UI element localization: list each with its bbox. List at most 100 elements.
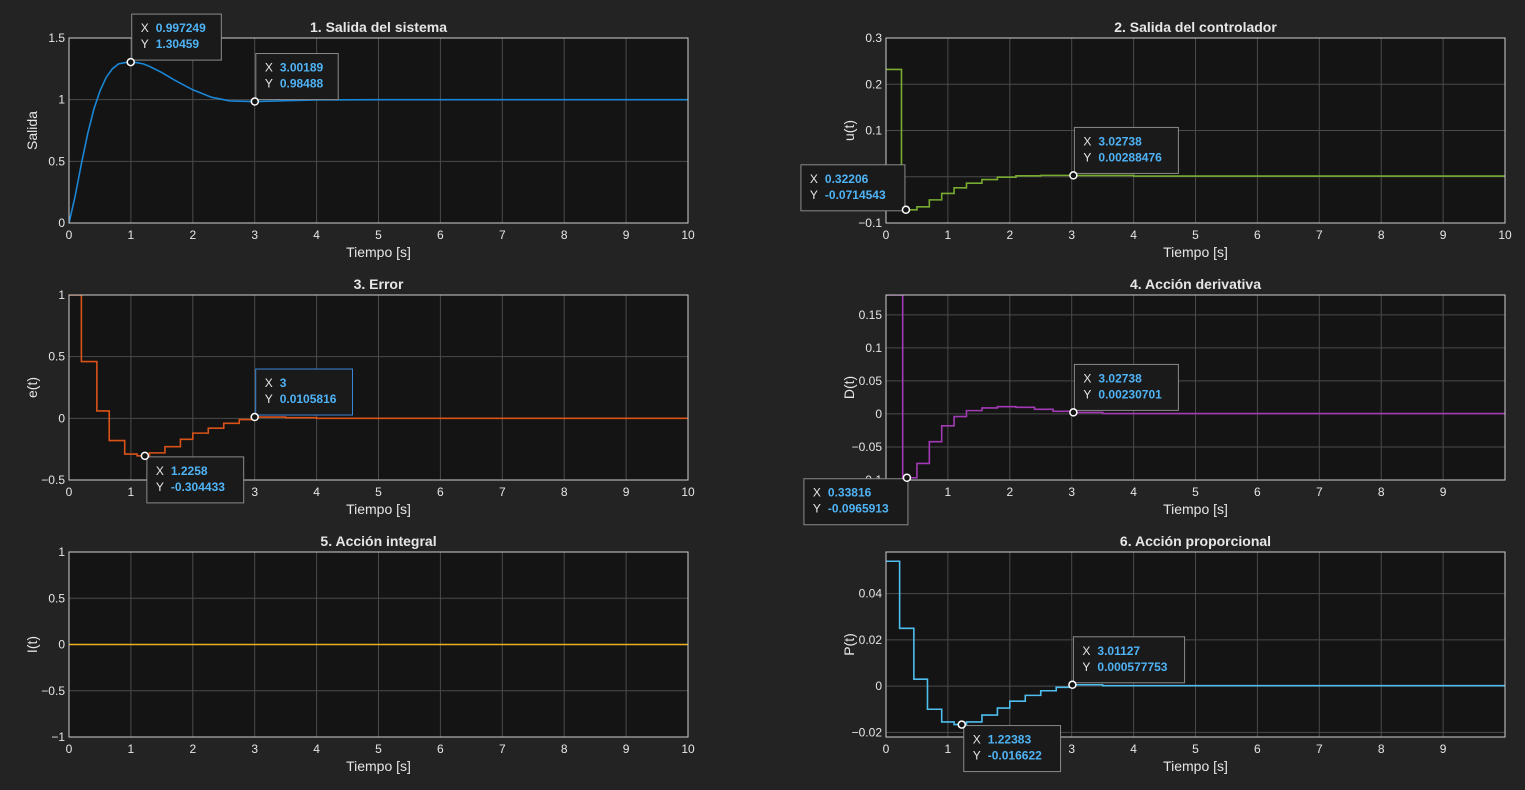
datatip-x-key: X (156, 464, 164, 478)
x-tick-label: 6 (1254, 742, 1261, 756)
y-tick-label: 0.1 (865, 341, 882, 355)
x-axis-label: Tiempo [s] (1163, 501, 1228, 517)
y-tick-label: 0.3 (865, 31, 882, 45)
datatip-x-key: X (810, 172, 818, 186)
datatip-y-key: Y (1083, 150, 1091, 164)
x-tick-label: 8 (1378, 742, 1385, 756)
x-tick-label: 1 (945, 485, 952, 499)
y-tick-label: 0 (58, 638, 65, 652)
datatip-marker (957, 720, 967, 729)
datatip: X 3.02738 Y 0.00288476 (1069, 126, 1179, 180)
x-axis-label: Tiempo [s] (346, 758, 411, 774)
datatip-marker (901, 205, 911, 215)
x-tick-label: 3 (251, 742, 258, 756)
y-axis-label: e(t) (24, 377, 40, 398)
y-tick-label: 0.5 (48, 154, 65, 168)
datatip-box (255, 368, 353, 416)
datatip-x-value: 3 (280, 376, 287, 390)
y-axis-label: I(t) (24, 636, 40, 653)
x-tick-label: 7 (499, 228, 506, 242)
datatip-x-key: X (265, 61, 273, 75)
x-tick-label: 2 (189, 228, 196, 242)
datatip: X 1.2258 Y -0.304433 (140, 451, 245, 504)
y-tick-label: 0.1 (865, 124, 882, 138)
y-tick-label: 1 (58, 545, 65, 559)
x-tick-label: 10 (681, 228, 695, 242)
datatip: X 0.33816 Y -0.0965913 (803, 473, 912, 526)
x-tick-label: 9 (1440, 742, 1447, 756)
x-tick-label: 1 (945, 742, 952, 756)
datatip-y-key: Y (265, 392, 273, 406)
axes-box (885, 37, 1506, 224)
x-tick-label: 6 (437, 742, 444, 756)
datatip-y-value: -0.016622 (988, 749, 1042, 763)
x-tick-label: 8 (561, 485, 568, 499)
x-tick-label: 0 (66, 742, 73, 756)
x-tick-label: 10 (1498, 228, 1512, 242)
x-axis-label: Tiempo [s] (346, 244, 411, 260)
datatip-y-value: 0.0105816 (280, 392, 337, 406)
x-tick-label: 8 (561, 228, 568, 242)
datatip-y-key: Y (265, 77, 273, 91)
x-tick-label: 9 (623, 228, 630, 242)
datatip-marker (140, 451, 150, 461)
axes-box (885, 294, 1506, 481)
y-tick-label: 0 (58, 216, 65, 230)
datatip-y-value: -0.0714543 (825, 188, 886, 202)
x-tick-label: 2 (1006, 485, 1013, 499)
x-tick-label: 6 (437, 228, 444, 242)
datatip-x-key: X (1083, 371, 1091, 385)
datatip-x-value: 0.997249 (156, 21, 206, 35)
y-tick-label: −0.05 (852, 440, 883, 454)
x-tick-label: 1 (128, 742, 135, 756)
y-tick-label: 1 (58, 288, 65, 302)
datatip: X 0.997249 Y 1.30459 (126, 13, 222, 67)
axes-box (68, 37, 689, 224)
chart-title: 2. Salida del controlador (1114, 19, 1277, 35)
x-tick-label: 7 (499, 742, 506, 756)
x-tick-label: 5 (375, 485, 382, 499)
x-tick-label: 4 (1130, 742, 1137, 756)
y-tick-label: −0.5 (41, 684, 65, 698)
y-tick-label: 0.5 (48, 591, 65, 605)
x-tick-label: 7 (1316, 742, 1323, 756)
datatip-marker (250, 412, 259, 422)
y-tick-label: 0.5 (48, 350, 65, 364)
chart-title: 5. Acción integral (320, 533, 436, 549)
datatip-x-key: X (1082, 644, 1090, 658)
datatip-y-value: 0.00288476 (1098, 150, 1162, 164)
datatip-y-key: Y (1082, 660, 1090, 674)
datatip: X 1.22383 Y -0.016622 (957, 720, 1062, 773)
datatip-y-value: 0.000577753 (1097, 660, 1167, 674)
x-tick-label: 6 (1254, 228, 1261, 242)
x-tick-label: 3 (251, 228, 258, 242)
datatip-y-key: Y (973, 749, 981, 763)
y-axis-label: Salida (24, 111, 40, 150)
x-tick-label: 6 (437, 485, 444, 499)
datatip-box (1072, 636, 1186, 684)
y-tick-label: 0.05 (859, 374, 883, 388)
x-tick-label: 0 (883, 742, 890, 756)
x-tick-label: 5 (1192, 485, 1199, 499)
chart-5: 0 1 2 3 4 5 6 7 8 9 10 −1 −0.5 0 0.5 1 5. Acción integra… (24, 533, 695, 774)
axes-box (68, 551, 689, 738)
y-tick-label: −0.1 (858, 216, 882, 230)
chart-title: 3. Error (354, 276, 404, 292)
x-tick-label: 9 (1440, 485, 1447, 499)
datatip-x-value: 3.02738 (1098, 371, 1142, 385)
y-tick-label: 0.2 (865, 77, 882, 91)
x-tick-label: 4 (1130, 228, 1137, 242)
y-tick-label: 0.15 (859, 308, 883, 322)
y-tick-label: −0.5 (41, 473, 65, 487)
x-tick-label: 3 (1068, 485, 1075, 499)
datatip-x-key: X (141, 21, 149, 35)
datatip-x-value: 3.02738 (1098, 134, 1142, 148)
y-tick-label: 0.02 (859, 633, 883, 647)
x-tick-label: 5 (375, 228, 382, 242)
x-tick-label: 9 (623, 485, 630, 499)
x-axis-label: Tiempo [s] (1163, 244, 1228, 260)
datatip-x-value: 1.22383 (988, 733, 1032, 747)
